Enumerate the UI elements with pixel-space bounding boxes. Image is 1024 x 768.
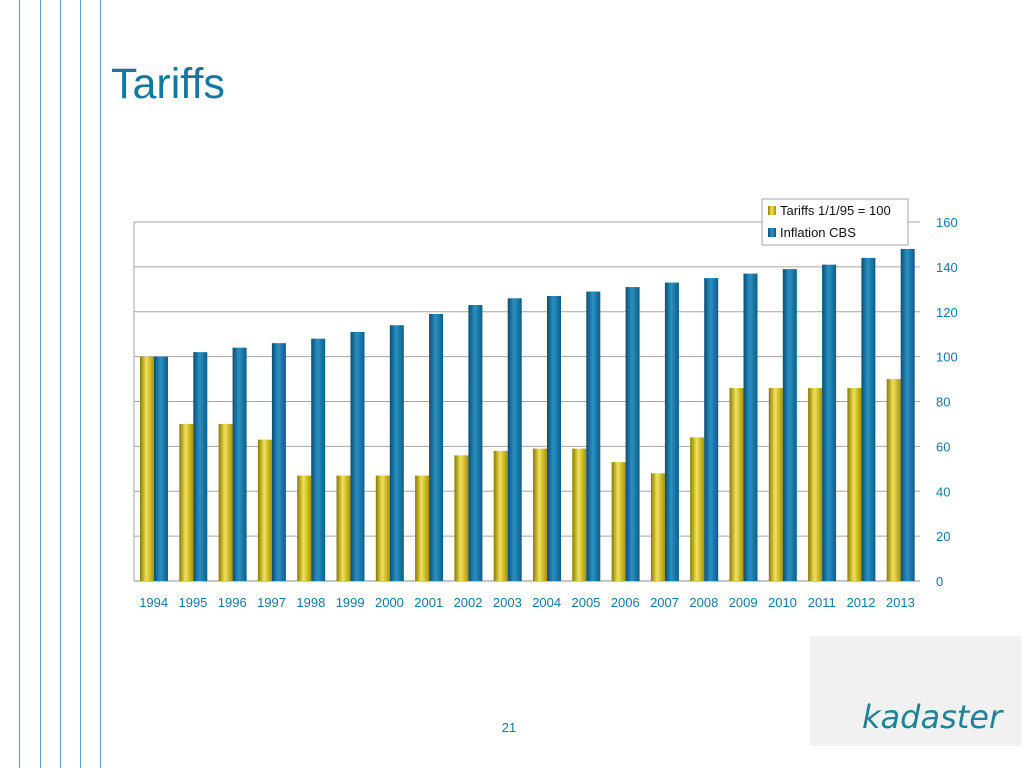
x-tick-label: 2000 — [375, 595, 404, 610]
bar-inflation-2012 — [861, 257, 876, 581]
y-tick-label: 40 — [936, 484, 950, 499]
bar-tariffs-1999 — [336, 475, 351, 581]
x-tick-label: 2011 — [808, 595, 836, 610]
bar-tariffs-2005 — [572, 448, 587, 581]
legend-swatch-0 — [768, 206, 776, 215]
y-tick-label: 160 — [936, 215, 958, 230]
decor-line-1 — [19, 0, 20, 768]
x-tick-label: 1995 — [178, 595, 207, 610]
bar-tariffs-2011 — [808, 388, 823, 581]
decor-line-5 — [100, 0, 101, 768]
bar-tariffs-2002 — [454, 455, 469, 581]
bar-tariffs-2012 — [847, 388, 862, 581]
bar-tariffs-2006 — [611, 462, 626, 581]
bar-inflation-2013 — [900, 248, 915, 582]
bar-inflation-1996 — [232, 347, 247, 581]
x-tick-label: 2009 — [729, 595, 758, 610]
decor-line-2 — [40, 0, 41, 768]
bar-inflation-2001 — [429, 313, 444, 581]
bar-tariffs-2000 — [375, 475, 390, 581]
bar-inflation-1994 — [154, 356, 168, 581]
bar-inflation-2007 — [664, 282, 679, 581]
decor-line-3 — [60, 0, 61, 768]
x-tick-label: 2004 — [532, 595, 561, 610]
bar-tariffs-2004 — [533, 448, 547, 581]
bar-inflation-2010 — [782, 269, 797, 581]
legend-label: Inflation CBS — [780, 225, 856, 240]
bar-tariffs-1996 — [218, 423, 233, 581]
bar-tariffs-1994 — [140, 356, 154, 581]
x-tick-label: 2003 — [493, 595, 522, 610]
bar-inflation-2008 — [704, 278, 719, 581]
bar-tariffs-2007 — [650, 473, 665, 581]
y-tick-label: 120 — [936, 305, 958, 320]
decor-line-4 — [80, 0, 81, 768]
y-tick-label: 80 — [936, 395, 950, 410]
bar-inflation-2009 — [743, 273, 758, 581]
legend-label: Tariffs 1/1/95 = 100 — [780, 203, 891, 218]
bar-inflation-2011 — [822, 264, 837, 581]
x-tick-label: 2002 — [454, 595, 483, 610]
x-tick-label: 2010 — [768, 595, 797, 610]
x-tick-label: 2007 — [650, 595, 679, 610]
bar-tariffs-1995 — [179, 423, 194, 581]
bar-inflation-2006 — [625, 287, 640, 581]
x-tick-label: 2012 — [847, 595, 876, 610]
x-tick-label: 2006 — [611, 595, 640, 610]
bar-inflation-2003 — [507, 298, 522, 581]
bar-tariffs-1997 — [257, 439, 272, 581]
gridlines — [133, 221, 920, 582]
legend: Tariffs 1/1/95 = 100 Inflation CBS — [761, 198, 909, 246]
y-tick-label: 20 — [936, 529, 950, 544]
legend-swatch-1 — [768, 228, 776, 237]
bar-inflation-2002 — [468, 305, 483, 581]
bar-tariffs-2001 — [415, 475, 430, 581]
y-tick-label: 140 — [936, 260, 958, 275]
bar-inflation-2000 — [389, 325, 404, 581]
bar-tariffs-2009 — [729, 388, 744, 581]
bar-inflation-1998 — [311, 338, 326, 581]
x-tick-label: 1994 — [139, 595, 168, 610]
bar-inflation-1995 — [193, 352, 208, 581]
x-tick-label: 2001 — [414, 595, 443, 610]
x-tick-label: 2005 — [571, 595, 600, 610]
logo-box: kadaster — [810, 636, 1021, 746]
bar-tariffs-2003 — [493, 450, 508, 581]
x-tick-label: 2013 — [886, 595, 915, 610]
bar-inflation-1997 — [271, 343, 286, 581]
page-number: 21 — [501, 720, 517, 735]
x-tick-label: 1996 — [218, 595, 247, 610]
y-tick-label: 0 — [936, 574, 943, 589]
x-tick-label: 2008 — [689, 595, 718, 610]
axes: 0 20 40 60 80 100 120 140 160 1994 1995 1996 1997 199… — [139, 215, 958, 610]
bar-tariffs-1998 — [297, 475, 312, 581]
x-tick-label: 1998 — [296, 595, 325, 610]
bar-inflation-2004 — [547, 296, 561, 581]
bars — [140, 248, 915, 582]
slide-title: Tariffs — [111, 60, 225, 108]
bar-tariffs-2008 — [690, 437, 705, 581]
bar-tariffs-2010 — [768, 388, 783, 581]
kadaster-logo: kadaster — [862, 698, 1003, 736]
y-tick-label: 100 — [936, 350, 958, 365]
x-tick-label: 1999 — [336, 595, 365, 610]
x-tick-label: 1997 — [257, 595, 286, 610]
bar-tariffs-2013 — [886, 379, 901, 581]
bar-inflation-1999 — [350, 331, 365, 581]
legend-box — [761, 198, 909, 246]
y-tick-label: 60 — [936, 439, 950, 454]
bar-inflation-2005 — [586, 291, 601, 581]
